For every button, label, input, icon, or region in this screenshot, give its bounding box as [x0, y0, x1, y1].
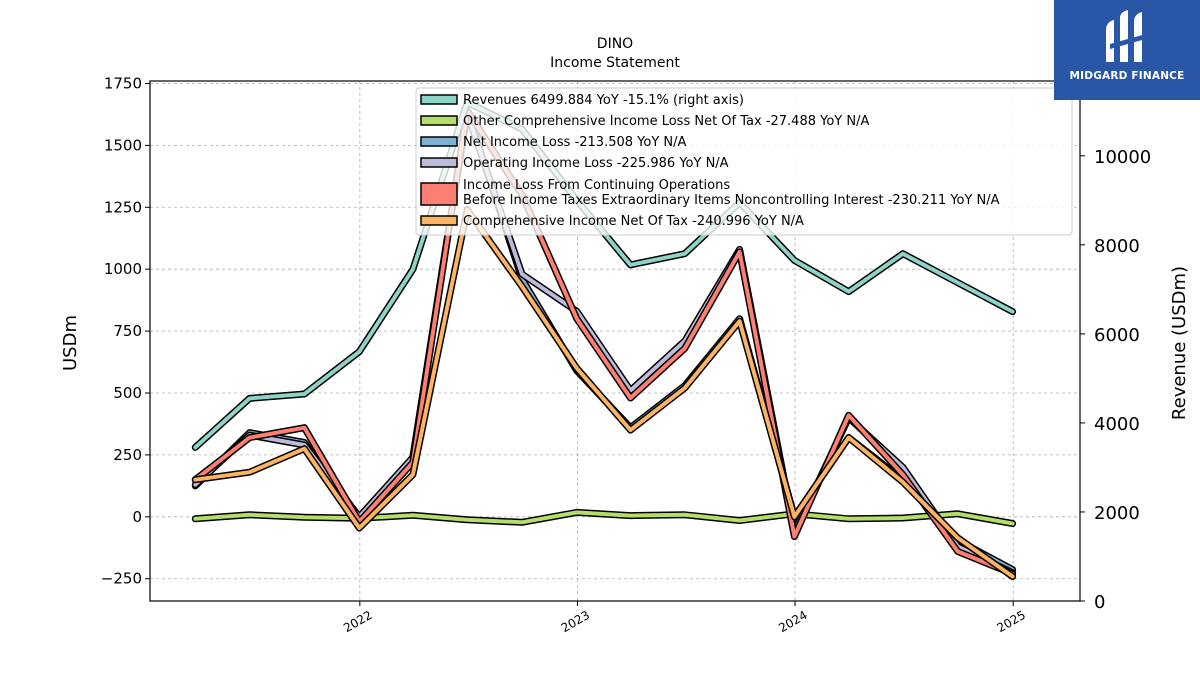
series-line-stroke: [193, 207, 1015, 579]
x-tick-label: 2024: [776, 608, 809, 635]
logo-mark-icon: [1106, 10, 1146, 62]
left-tick-label: 0: [132, 508, 142, 526]
axis-ticks: −250 0 250 500 750 1000 1250 1500 1750 0 2000 4000 6…: [101, 74, 1151, 635]
legend-box: [415, 87, 1073, 236]
chart-subtitle: Income Statement: [550, 55, 680, 71]
x-tick-label: 2023: [559, 608, 592, 635]
logo-text: MIDGARD FINANCE: [1069, 70, 1185, 82]
x-tick-label: 2022: [341, 608, 374, 635]
right-tick-label: 4000: [1094, 414, 1140, 435]
legend-label: Operating Income Loss -225.986 YoY N/A: [463, 156, 729, 171]
right-axis-label: Revenue (USDm): [1169, 266, 1190, 420]
legend-swatch: [420, 115, 458, 126]
midgard-finance-logo: MIDGARD FINANCE: [1054, 0, 1200, 100]
left-tick-label: 1250: [104, 198, 142, 216]
left-tick-label: 1000: [104, 260, 142, 278]
legend: Revenues 6499.884 YoY -15.1% (right axis…: [415, 87, 1073, 236]
legend-label: Income Loss From Continuing Operations: [463, 178, 730, 193]
legend-swatch: [420, 94, 458, 105]
left-tick-label: −250: [101, 570, 142, 588]
left-tick-label: 750: [113, 322, 142, 340]
series-line: [191, 508, 1017, 527]
series-lines: [191, 98, 1017, 580]
left-tick-label: 1750: [104, 74, 142, 92]
series-line: [191, 107, 1017, 578]
right-tick-label: 10000: [1094, 147, 1151, 168]
right-tick-label: 6000: [1094, 325, 1140, 346]
legend-label: Net Income Loss -213.508 YoY N/A: [463, 135, 686, 150]
right-tick-label: 0: [1094, 592, 1105, 613]
x-tick-label: 2025: [995, 608, 1028, 635]
legend-label: Other Comprehensive Income Loss Net Of T…: [463, 114, 869, 129]
left-tick-label: 500: [113, 384, 142, 402]
series-line-stroke: [193, 108, 1015, 576]
legend-swatch: [420, 136, 458, 147]
legend-swatch: [420, 157, 458, 168]
legend-label: Revenues 6499.884 YoY -15.1% (right axis…: [463, 93, 744, 108]
right-tick-label: 2000: [1094, 503, 1140, 524]
plot-frame: [149, 80, 1081, 602]
left-axis-label: USDm: [60, 315, 81, 371]
legend-label: Before Income Taxes Extraordinary Items …: [463, 193, 1000, 208]
series-line: [191, 206, 1017, 580]
right-tick-label: 8000: [1094, 236, 1140, 257]
left-tick-label: 250: [113, 446, 142, 464]
legend-label: Comprehensive Income Net Of Tax -240.996…: [463, 214, 804, 229]
series-line-stroke: [193, 510, 1015, 526]
chart-title: DINO: [597, 36, 633, 52]
legend-swatch: [420, 215, 458, 226]
legend-swatch: [420, 182, 458, 206]
left-tick-label: 1500: [104, 136, 142, 154]
